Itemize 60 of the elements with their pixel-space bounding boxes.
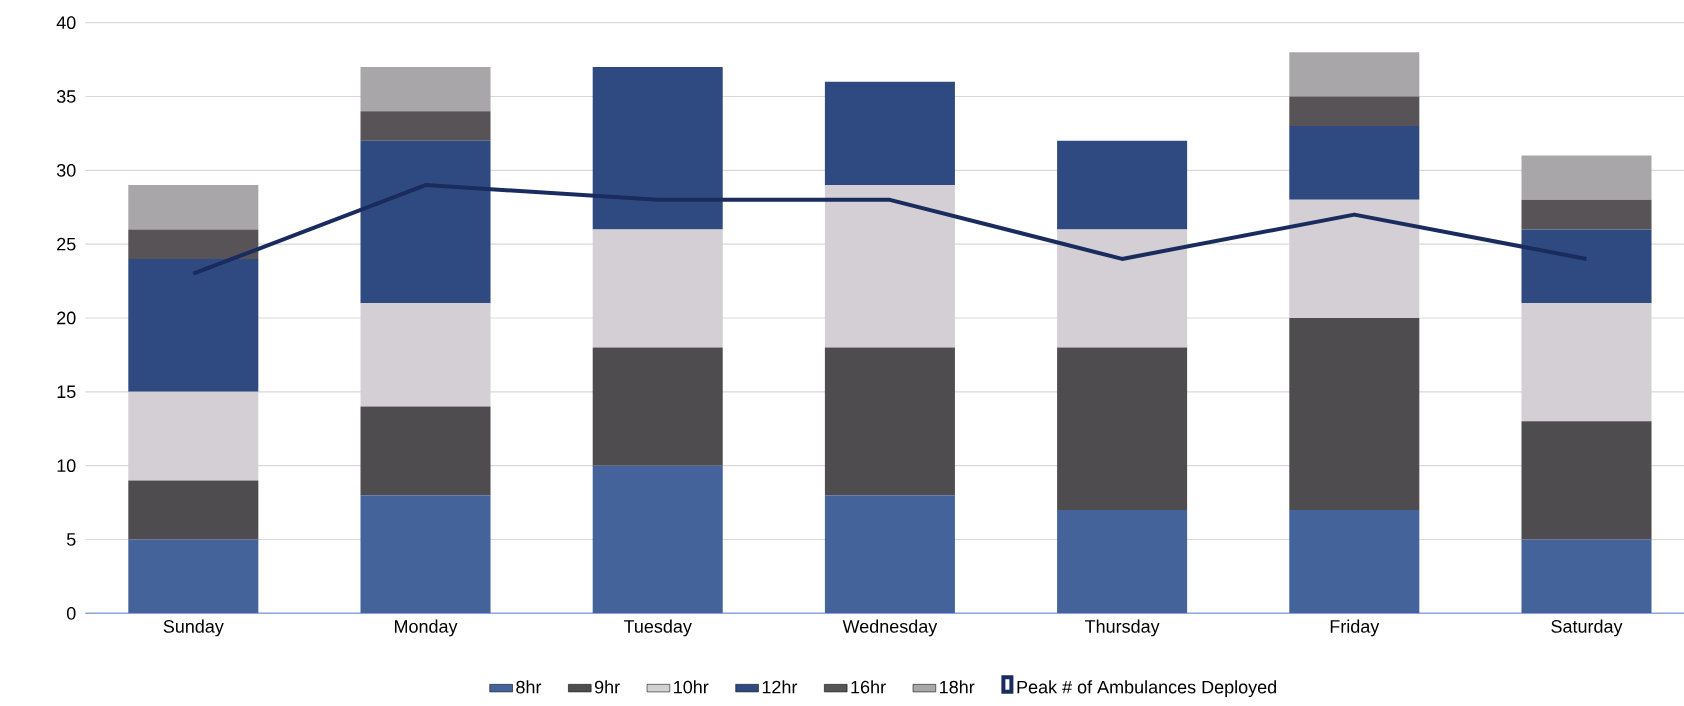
bar (360, 406, 491, 496)
y-tick-label: 30 (56, 163, 76, 177)
line-series (191, 183, 1589, 276)
bar (360, 140, 491, 304)
x-tick-label: Sunday (163, 619, 224, 637)
y-tick-label: 35 (56, 90, 76, 103)
y-tick-label: 40 (56, 16, 76, 30)
bar (592, 465, 723, 614)
bar (824, 185, 955, 348)
bar (592, 229, 723, 348)
bar (1289, 96, 1420, 127)
bar (824, 81, 955, 186)
bar (1521, 155, 1652, 200)
x-tick-label: Friday (1330, 619, 1380, 637)
bar (592, 347, 723, 466)
bar (1057, 509, 1188, 614)
bar (1521, 421, 1652, 540)
bar (1057, 229, 1188, 348)
x-tick-label: Monday (394, 619, 458, 637)
x-tick-label: Thursday (1084, 619, 1160, 637)
bar (1521, 229, 1652, 304)
bar (1521, 303, 1652, 422)
bar (1289, 317, 1420, 510)
bar (1289, 199, 1420, 318)
bar (128, 539, 259, 614)
x-tick-label: Wednesday (842, 619, 938, 637)
bar (824, 347, 955, 496)
y-tick-label: 0 (66, 606, 76, 620)
bar (128, 185, 259, 230)
y-tick-label: 20 (57, 311, 76, 325)
legend-label: 12hr (762, 680, 798, 694)
y-tick-label: 10 (57, 459, 76, 473)
bar (1289, 52, 1420, 97)
bar (1289, 509, 1420, 614)
bar (1057, 347, 1188, 510)
legend-label: 16hr (851, 680, 886, 694)
bar (1057, 140, 1188, 230)
legend-label: 8hr (516, 680, 542, 694)
bar (128, 229, 259, 259)
legend-label: 18hr (940, 680, 975, 694)
y-tick-label: 25 (57, 237, 76, 251)
legend-label: 9hr (594, 680, 620, 694)
bar (824, 495, 955, 614)
legend-label: 10hr (674, 680, 709, 694)
x-tick-label: Tuesday (623, 619, 692, 637)
bar (360, 495, 491, 614)
bar (1289, 126, 1420, 200)
bar (128, 391, 259, 481)
y-tick-label: 15 (57, 385, 76, 399)
bar (128, 258, 259, 392)
y-tick-label: 5 (66, 533, 76, 546)
bar (360, 303, 491, 407)
bar (1521, 539, 1652, 614)
bar (360, 111, 491, 141)
bar (128, 480, 259, 540)
x-tick-label: Saturday (1551, 619, 1623, 637)
bar (1521, 199, 1652, 230)
legend-label: Peak # of Ambulances Deployed (1017, 680, 1276, 698)
bar (592, 66, 723, 230)
bar (360, 66, 491, 112)
